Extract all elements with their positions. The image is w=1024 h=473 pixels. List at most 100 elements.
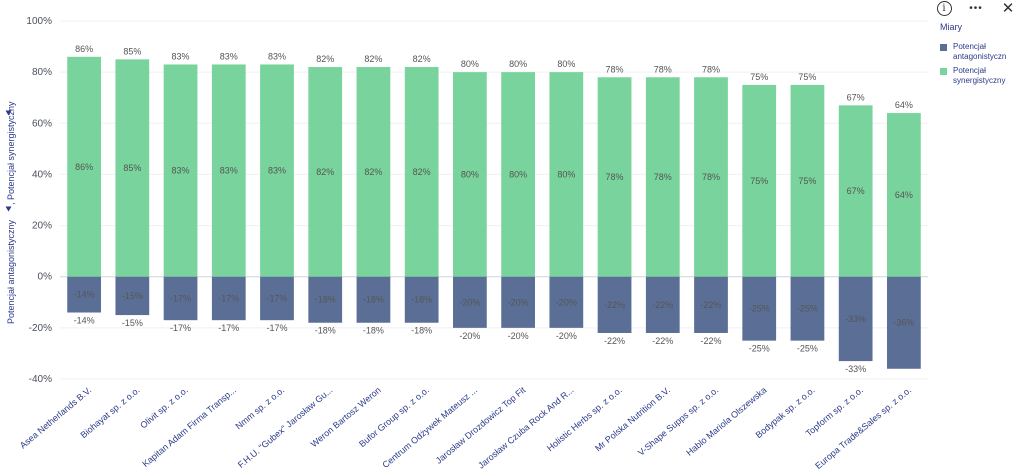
legend-item-synergistic[interactable]: Potencjał synergistyczny xyxy=(940,66,1024,86)
bar-antagonistic xyxy=(67,276,101,313)
bar-synergistic xyxy=(549,72,584,277)
bar-antagonistic xyxy=(597,276,632,333)
data-label-antagonistic-outside: -18% xyxy=(315,326,336,336)
data-label-synergistic-outside: 83% xyxy=(172,51,190,61)
data-label-antagonistic-outside: -17% xyxy=(170,323,191,333)
sort-arrow-icon[interactable] xyxy=(5,206,12,212)
data-label-antagonistic-inside: -22% xyxy=(604,300,625,310)
data-label-antagonistic-inside: -20% xyxy=(508,297,529,307)
y-tick-label: 80% xyxy=(32,67,52,78)
data-label-antagonistic-inside: -18% xyxy=(315,295,336,305)
data-label-antagonistic-inside: -33% xyxy=(845,314,866,324)
data-label-synergistic-outside: 82% xyxy=(316,54,334,64)
data-label-synergistic-inside: 80% xyxy=(461,169,479,179)
data-label-synergistic-inside: 86% xyxy=(75,162,93,172)
data-label-antagonistic-outside: -18% xyxy=(363,326,384,336)
data-label-antagonistic-outside: -14% xyxy=(74,316,95,326)
x-category-label: Nmm sp. z o.o. xyxy=(234,385,287,432)
bar-antagonistic xyxy=(501,276,535,328)
data-label-synergistic-inside: 75% xyxy=(750,176,768,186)
data-label-antagonistic-outside: -25% xyxy=(749,344,770,354)
bar-antagonistic xyxy=(356,276,391,323)
y-tick-label: 20% xyxy=(32,221,52,232)
close-button[interactable]: ✕ xyxy=(1000,0,1016,17)
data-label-antagonistic-inside: -20% xyxy=(459,297,480,307)
bar-antagonistic xyxy=(163,276,198,321)
data-label-antagonistic-inside: -17% xyxy=(266,293,287,303)
data-label-antagonistic-inside: -15% xyxy=(122,291,143,301)
data-label-antagonistic-inside: -22% xyxy=(652,300,673,310)
data-label-antagonistic-outside: -17% xyxy=(266,323,287,333)
data-label-synergistic-inside: 75% xyxy=(798,176,816,186)
data-label-antagonistic-inside: -18% xyxy=(363,295,384,305)
x-category-label: Asea Netherlands B.V. xyxy=(18,385,94,451)
data-label-antagonistic-outside: -33% xyxy=(845,364,866,374)
data-label-synergistic-outside: 75% xyxy=(798,72,816,82)
x-category-label: F.H.U. "Gubex" Jarosław Gu... xyxy=(236,385,335,470)
data-label-synergistic-inside: 80% xyxy=(557,169,575,179)
bar-synergistic xyxy=(501,72,535,277)
x-category-label: Jarosław Drozdowicz Top Fit xyxy=(434,385,528,466)
bar-synergistic xyxy=(694,77,728,277)
y-axis-label-antagonistic: Potencjał antagonistyczny xyxy=(6,219,16,324)
data-label-synergistic-outside: 78% xyxy=(702,64,720,74)
bar-synergistic xyxy=(308,67,343,277)
bar-antagonistic xyxy=(887,276,921,369)
bar-synergistic xyxy=(356,67,391,277)
bar-chart: Potencjał antagonistyczny , Potencjał sy… xyxy=(5,16,928,471)
bar-synergistic xyxy=(115,59,150,277)
bar-synergistic xyxy=(211,64,246,277)
data-label-antagonistic-inside: -25% xyxy=(797,304,818,314)
info-button[interactable]: i xyxy=(936,0,952,16)
x-category-label: Centrum Odżywek Mateusz ... xyxy=(380,385,479,470)
more-icon: ••• xyxy=(969,2,983,14)
bar-antagonistic xyxy=(694,276,728,333)
data-label-antagonistic-inside: -18% xyxy=(411,295,432,305)
data-label-synergistic-outside: 80% xyxy=(557,59,575,69)
data-label-synergistic-inside: 83% xyxy=(268,166,286,176)
bar-synergistic xyxy=(790,84,825,277)
data-label-antagonistic-outside: -15% xyxy=(122,318,143,328)
y-tick-label: 60% xyxy=(32,118,52,129)
visual-toolbar: i ••• ✕ xyxy=(936,0,1016,17)
bar-synergistic xyxy=(645,77,680,277)
bar-antagonistic xyxy=(308,276,343,323)
data-label-synergistic-outside: 64% xyxy=(895,100,913,110)
data-label-synergistic-outside: 82% xyxy=(364,54,382,64)
x-category-label: Kapitan Adam Firma Transp... xyxy=(140,385,238,469)
y-tick-label: -20% xyxy=(29,323,52,334)
bar-antagonistic xyxy=(404,276,439,323)
data-label-antagonistic-outside: -20% xyxy=(508,331,529,341)
data-label-antagonistic-inside: -20% xyxy=(556,297,577,307)
data-label-antagonistic-outside: -22% xyxy=(652,336,673,346)
data-label-synergistic-inside: 78% xyxy=(702,172,720,182)
legend-swatch xyxy=(940,68,947,75)
data-label-synergistic-outside: 82% xyxy=(413,54,431,64)
data-label-synergistic-inside: 82% xyxy=(316,167,334,177)
data-label-synergistic-inside: 67% xyxy=(847,186,865,196)
legend: Miary Potencjał antagonistyczn Potencjał… xyxy=(940,22,1024,90)
data-label-synergistic-outside: 80% xyxy=(509,59,527,69)
y-axis-label-synergistic: , Potencjał synergistyczny xyxy=(6,101,16,205)
data-label-antagonistic-outside: -22% xyxy=(604,336,625,346)
sort-arrow-icon[interactable] xyxy=(5,110,12,116)
data-label-synergistic-outside: 86% xyxy=(75,44,93,54)
legend-swatch xyxy=(940,44,947,51)
data-label-antagonistic-outside: -22% xyxy=(700,336,721,346)
data-label-antagonistic-inside: -17% xyxy=(170,293,191,303)
data-label-antagonistic-outside: -17% xyxy=(218,323,239,333)
bar-synergistic xyxy=(163,64,198,277)
data-label-antagonistic-outside: -18% xyxy=(411,326,432,336)
data-label-antagonistic-inside: -25% xyxy=(749,304,770,314)
more-options-button[interactable]: ••• xyxy=(968,0,984,16)
data-label-synergistic-inside: 83% xyxy=(172,166,190,176)
y-tick-label: 0% xyxy=(38,272,53,283)
data-label-antagonistic-outside: -25% xyxy=(797,344,818,354)
x-category-label: V-Shape Supps sp. z o.o. xyxy=(636,385,720,458)
data-label-antagonistic-outside: -20% xyxy=(556,331,577,341)
bar-synergistic xyxy=(404,67,439,277)
data-label-synergistic-inside: 85% xyxy=(123,163,141,173)
x-axis-labels: Asea Netherlands B.V.Biohayat sp. z o.o.… xyxy=(18,385,913,471)
legend-item-antagonistic[interactable]: Potencjał antagonistyczn xyxy=(940,42,1024,62)
data-label-synergistic-inside: 78% xyxy=(606,172,624,182)
